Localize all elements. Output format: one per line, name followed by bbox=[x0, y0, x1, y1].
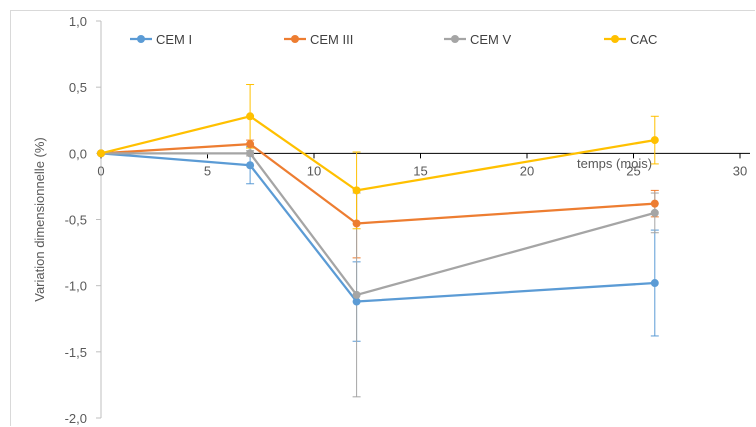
data-point-cem-iii bbox=[246, 140, 255, 149]
y-tick-label: -2,0 bbox=[65, 411, 87, 426]
y-tick-label: 0,0 bbox=[69, 146, 87, 161]
data-point-cem-i bbox=[352, 297, 361, 306]
legend-label: CAC bbox=[630, 32, 657, 47]
data-point-cem-iii bbox=[352, 219, 361, 228]
data-point-cem-i bbox=[650, 279, 659, 288]
series-line-cem-v bbox=[101, 152, 656, 297]
legend-marker bbox=[291, 35, 299, 43]
data-point-cem-v bbox=[650, 208, 659, 217]
x-tick-label: 5 bbox=[204, 163, 211, 178]
y-tick-label: -0,5 bbox=[65, 213, 87, 228]
data-point-cem-i bbox=[246, 161, 255, 170]
y-tick-label: -1,0 bbox=[65, 279, 87, 294]
chart-frame bbox=[10, 10, 755, 426]
legend-marker bbox=[451, 35, 459, 43]
series-line-cem-iii bbox=[100, 142, 655, 225]
legend-label: CEM V bbox=[470, 32, 512, 47]
data-point-cac bbox=[650, 136, 659, 145]
series-line-cac bbox=[100, 115, 655, 192]
data-point-cac bbox=[246, 112, 255, 121]
y-tick-label: 0,5 bbox=[69, 80, 87, 95]
legend-label: CEM I bbox=[156, 32, 192, 47]
y-tick-label: -1,5 bbox=[65, 345, 87, 360]
x-axis-label: temps (mois) bbox=[577, 156, 652, 171]
x-tick-label: 10 bbox=[307, 163, 321, 178]
y-axis-label: Variation dimensionnelle (%) bbox=[32, 137, 47, 302]
series-line-cem-i bbox=[100, 152, 655, 303]
legend-label: CEM III bbox=[310, 32, 353, 47]
x-tick-label: 20 bbox=[520, 163, 534, 178]
y-tick-label: 1,0 bbox=[69, 14, 87, 29]
legend-marker bbox=[611, 35, 619, 43]
x-tick-label: 15 bbox=[413, 163, 427, 178]
x-tick-label: 0 bbox=[97, 163, 104, 178]
legend-marker bbox=[137, 35, 145, 43]
data-point-cem-v bbox=[246, 149, 255, 158]
data-point-cac bbox=[97, 149, 105, 158]
x-tick-label: 30 bbox=[733, 163, 747, 178]
x-tick-label: 25 bbox=[626, 163, 640, 178]
data-point-cac bbox=[352, 186, 361, 195]
data-point-cem-v bbox=[352, 290, 361, 299]
data-point-cem-iii bbox=[650, 199, 659, 208]
